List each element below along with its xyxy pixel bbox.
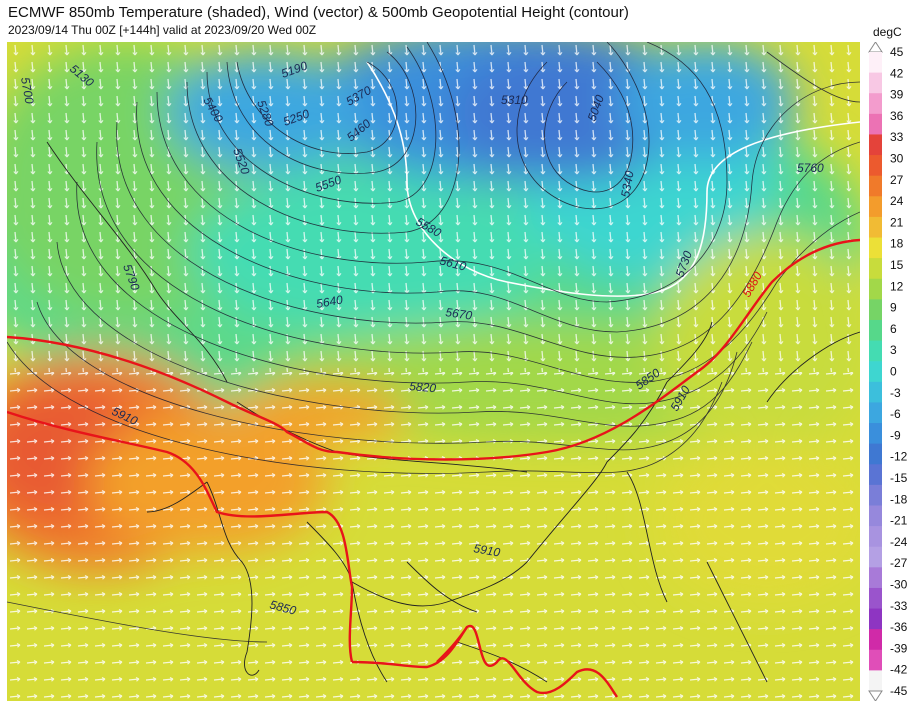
colorbar-band (869, 278, 882, 300)
colorbar-tick-label: -3 (890, 386, 901, 400)
contour-label: 5760 (797, 161, 824, 175)
colorbar-tick-label: -21 (890, 514, 908, 528)
colorbar-band (869, 381, 882, 403)
contour-5880 (7, 238, 860, 698)
colorbar-band (869, 196, 882, 218)
colorbar-band (869, 423, 882, 445)
colorbar-band (869, 587, 882, 610)
colorbar-band (869, 546, 882, 568)
colorbar-band (869, 52, 882, 74)
weather-map: 5700 5130 5400 5190 5250 5280 5370 5460 … (7, 42, 860, 701)
colorbar-tick-label: -27 (890, 556, 908, 570)
colorbar-tick-label: 21 (890, 215, 904, 229)
contour-label: 5910 (472, 541, 501, 559)
zero-isotherm (366, 61, 860, 297)
colorbar-tick-label: -42 (890, 663, 908, 677)
colorbar-tick-label: 9 (890, 301, 897, 315)
colorbar-tick-label: -9 (890, 428, 901, 442)
colorbar-tick-label: 6 (890, 322, 897, 336)
colorbar-tick-label: 27 (890, 173, 904, 187)
colorbar-band (869, 237, 882, 259)
colorbar-band (869, 113, 882, 135)
colorbar-tick-label: 18 (890, 237, 904, 251)
colorbar-tick-label: -6 (890, 407, 901, 421)
colorbar-tick-label: 33 (890, 130, 904, 144)
colorbar-tick-label: -24 (890, 535, 908, 549)
contour-label: 5640 (315, 292, 344, 310)
colorbar-band (869, 72, 882, 94)
colorbar-tick-label: -12 (890, 450, 908, 464)
colorbar-band (869, 175, 882, 197)
contour-label: 5610 (438, 253, 468, 274)
colorbar-ticks: 4542393633302724211815129630-3-6-9-12-15… (890, 45, 908, 698)
colorbar-bottom-arrow (868, 690, 883, 701)
contour-label: 5820 (409, 379, 437, 395)
colorbar-bands (868, 42, 883, 701)
colorbar-band (869, 649, 882, 671)
geopotential-contours (7, 42, 860, 643)
colorbar-band (869, 608, 882, 630)
colorbar-band (869, 629, 882, 651)
colorbar-tick-label: -30 (890, 578, 908, 592)
colorbar-tick-label: 15 (890, 258, 904, 272)
colorbar-tick-label: -18 (890, 492, 908, 506)
colorbar-band (869, 361, 882, 383)
colorbar-tick-label: 45 (890, 45, 904, 59)
colorbar-band (869, 93, 882, 115)
colorbar-tick-label: 24 (890, 194, 904, 208)
temperature-field (7, 42, 860, 701)
chart-subtitle: 2023/09/14 Thu 00Z [+144h] valid at 2023… (8, 23, 317, 37)
colorbar-band (869, 567, 882, 589)
colorbar-tick-label: 30 (890, 152, 904, 166)
colorbar-band (869, 526, 882, 548)
chart-title: ECMWF 850mb Temperature (shaded), Wind (… (8, 4, 629, 21)
colorbar-band (869, 464, 882, 486)
contour-label: 5310 (501, 93, 528, 107)
colorbar-band (869, 443, 882, 465)
colorbar-band (869, 505, 882, 527)
colorbar-tick-label: 3 (890, 343, 897, 357)
contour-label: 5700 (18, 76, 36, 105)
colorbar-band (869, 670, 882, 692)
colorbar-band (869, 402, 882, 424)
colorbar-band (869, 134, 882, 156)
colorbar-band (869, 319, 882, 342)
colorbar-tick-label: 36 (890, 109, 904, 123)
contour-label: 5850 (268, 597, 298, 618)
colorbar-band (869, 484, 882, 506)
contour-label: 5670 (445, 305, 474, 323)
contour-label: 5340 (618, 169, 636, 198)
colorbar-tick-label: -39 (890, 641, 908, 655)
colorbar-tick-label: -15 (890, 471, 908, 485)
colorbar-band (869, 258, 882, 280)
colorbar: 4542393633302724211815129630-3-6-9-12-15… (868, 42, 908, 701)
colorbar-tick-label: -33 (890, 599, 908, 613)
colorbar-band (869, 155, 882, 177)
map-canvas: 5700 5130 5400 5190 5250 5280 5370 5460 … (7, 42, 860, 701)
colorbar-unit: degC (873, 25, 902, 39)
colorbar-tick-label: 0 (890, 365, 897, 379)
colorbar-tick-label: 12 (890, 279, 904, 293)
colorbar-tick-label: -36 (890, 620, 908, 634)
colorbar-tick-label: -45 (890, 684, 908, 698)
colorbar-top-arrow (868, 42, 883, 53)
colorbar-tick-label: 42 (890, 66, 904, 80)
colorbar-band (869, 216, 882, 239)
colorbar-tick-label: 39 (890, 88, 904, 102)
colorbar-band (869, 299, 882, 321)
colorbar-band (869, 340, 882, 362)
